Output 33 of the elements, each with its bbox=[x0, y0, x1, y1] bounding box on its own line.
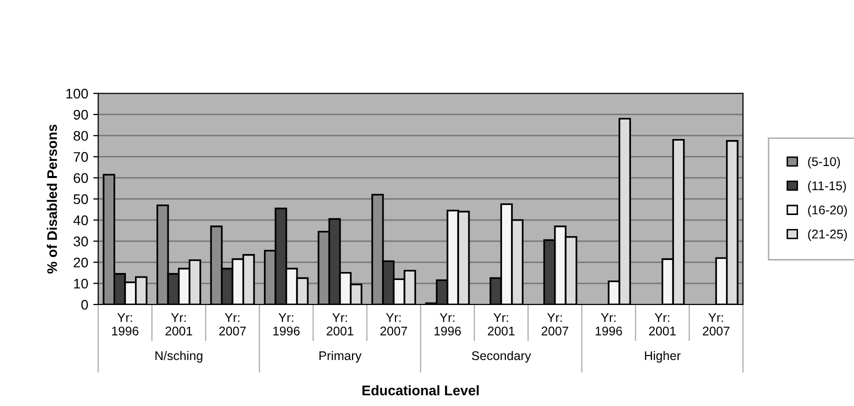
x-tick-label: Yr: 1996 bbox=[112, 313, 138, 336]
y-tick-label: 20 bbox=[74, 258, 88, 268]
x-tick-label: Yr: 1996 bbox=[434, 313, 461, 336]
text: Primary bbox=[320, 350, 362, 363]
y-tick-label: 40 bbox=[73, 215, 88, 226]
x-tick-label: Yr: 2001 bbox=[326, 313, 354, 336]
x-tick-label: Yr: 2001 bbox=[649, 313, 676, 336]
y-tick-label: 30 bbox=[74, 236, 88, 246]
x-tick-label: Yr: 2001 bbox=[488, 313, 514, 336]
x-tick-label: Yr: 2001 bbox=[166, 313, 192, 336]
legend-label: (5-10) bbox=[808, 156, 840, 169]
x-tick-label: Yr: 2007 bbox=[380, 313, 408, 336]
y-tick-label: 50 bbox=[74, 194, 88, 204]
x-tick-label: Yr: 1996 bbox=[273, 313, 300, 336]
x-tick-label: Yr: 2007 bbox=[542, 313, 568, 336]
x-axis-title: Educational Level bbox=[362, 385, 479, 396]
y-axis-title: % of Disabled Persons bbox=[46, 124, 58, 274]
text: Higher bbox=[645, 350, 681, 363]
text: N/sching bbox=[156, 350, 202, 363]
x-tick-label: Yr: 2007 bbox=[219, 313, 246, 336]
y-tick-label: 100 bbox=[66, 88, 88, 99]
y-tick-label: 10 bbox=[74, 278, 88, 289]
y-tick-label: 90 bbox=[74, 110, 88, 120]
legend-label: (16-20) bbox=[808, 205, 847, 217]
y-tick-label: 0 bbox=[81, 300, 88, 310]
legend-label: (21-25) bbox=[808, 229, 847, 241]
y-tick-label: 70 bbox=[74, 152, 88, 162]
x-tick-label: Yr: 2007 bbox=[702, 313, 730, 336]
y-tick-label: 80 bbox=[74, 130, 88, 141]
y-tick-label: 60 bbox=[74, 173, 88, 183]
text: Secondary bbox=[472, 350, 532, 363]
legend-label: (11-15) bbox=[808, 181, 846, 193]
x-tick-label: Yr: 1996 bbox=[596, 313, 622, 336]
